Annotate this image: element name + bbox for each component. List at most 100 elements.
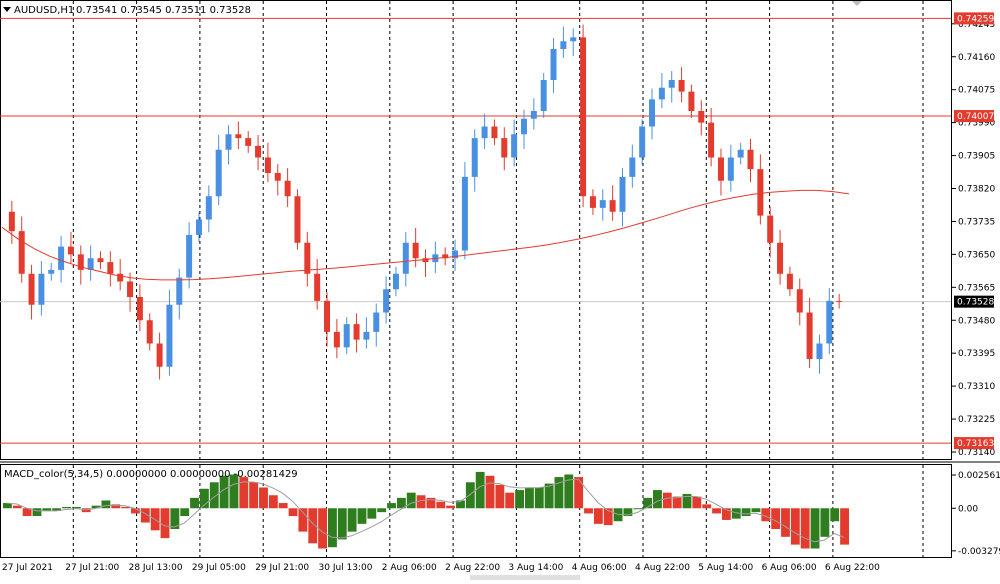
time-axis-label: 28 Jul 13:00 (129, 563, 183, 573)
bull-candle (215, 149, 222, 197)
macd-bar (593, 508, 603, 524)
bull-candle (225, 134, 232, 150)
current-price-label: 0.73528 (957, 298, 994, 308)
time-axis-label: 6 Aug 06:00 (762, 563, 817, 573)
bull-candle (668, 80, 675, 88)
macd-bar (140, 508, 150, 523)
macd-bar (564, 474, 574, 509)
macd-bar (416, 495, 426, 509)
time-axis-label: 3 Aug 14:00 (508, 563, 563, 573)
price-tick-label: 0.74075 (958, 86, 995, 96)
bear-candle (127, 281, 134, 297)
macd-bar (249, 482, 259, 509)
macd-bar (741, 508, 751, 517)
macd-bar (259, 487, 268, 509)
time-axis: 27 Jul 2021 27 Jul 21:00 28 Jul 13:00 29 Ju… (2, 563, 880, 573)
bear-candle (806, 312, 813, 359)
macd-bar (229, 474, 239, 509)
macd-bar (456, 500, 465, 509)
bear-candle (255, 145, 262, 158)
macd-bar (544, 483, 554, 509)
bull-candle (58, 246, 65, 270)
macd-bar (712, 508, 721, 514)
macd-bar (761, 508, 771, 522)
time-axis-label: 27 Jul 21:00 (65, 563, 119, 573)
bear-candle (747, 149, 754, 170)
time-axis-label: 6 Aug 22:00 (825, 563, 880, 573)
macd-bar (42, 508, 52, 511)
macd-bar (653, 490, 662, 509)
macd-bar (131, 508, 140, 514)
bull-candle (392, 273, 399, 290)
bear-candle (353, 324, 360, 340)
symbol-label: AUDUSD,H1 (14, 5, 74, 16)
price-tick-label: 0.73650 (958, 250, 995, 260)
macd-bar (662, 492, 672, 509)
bull-candle (629, 157, 636, 177)
macd-bar (820, 508, 830, 537)
macd-bar (239, 477, 249, 509)
price-tick-label: 0.73990 (958, 119, 995, 129)
macd-bar (396, 497, 406, 509)
macd-tick-label: 0.0025619 (958, 471, 1000, 481)
bull-candle (530, 111, 537, 119)
macd-bar (91, 505, 101, 509)
macd-bar (426, 497, 436, 509)
price-tick-label: 0.73820 (958, 185, 995, 195)
bear-candle (589, 196, 596, 208)
macd-bar (800, 508, 810, 549)
bear-candle (314, 273, 321, 301)
macd-bar (406, 492, 416, 509)
bull-candle (599, 200, 606, 208)
scroll-marker-icon[interactable] (852, 1, 862, 6)
bear-candle (77, 254, 84, 270)
macd-bar (22, 508, 32, 517)
bull-candle (461, 176, 468, 251)
bear-candle (501, 138, 508, 158)
macd-bar (613, 508, 623, 522)
macd-label: MACD_color(5,34,5) 0.00000000 0.00000000… (4, 469, 298, 480)
bull-candle (570, 37, 577, 42)
moving-average-line (1, 189, 850, 281)
bear-candle (156, 343, 163, 367)
bull-candle (826, 300, 833, 344)
chevron-down-icon[interactable] (3, 7, 11, 12)
price-tick-label: 0.73225 (958, 415, 995, 425)
bull-candle (727, 157, 734, 181)
macd-bar (436, 501, 446, 509)
bear-candle (136, 297, 143, 321)
bear-candle (18, 231, 25, 274)
macd-bar (347, 508, 357, 532)
macd-bar (692, 496, 702, 509)
macd-tick-label: -0.003279 (958, 547, 1000, 557)
macd-bar (505, 492, 515, 509)
bull-candle (520, 118, 527, 135)
bear-candle (324, 300, 331, 332)
time-scroll-handle[interactable] (470, 575, 580, 580)
macd-bar (731, 508, 741, 519)
bear-candle (609, 200, 616, 212)
macd-signal-line (6, 478, 845, 543)
bull-candle (560, 41, 567, 49)
bear-candle (235, 134, 242, 139)
macd-axis: 0.0025619 0.00 -0.003279 (952, 471, 1000, 557)
bull-candle (737, 149, 744, 158)
macd-bar (840, 508, 849, 545)
bull-candle (658, 87, 665, 100)
bear-candle (698, 111, 705, 123)
macd-bar (643, 497, 653, 509)
macd-bar (121, 506, 131, 509)
bull-candle (205, 196, 212, 220)
macd-bar (328, 508, 337, 548)
time-axis-label: 27 Jul 2021 (2, 563, 53, 573)
current-price-box (954, 295, 994, 308)
macd-bar (475, 471, 485, 509)
macd-bar (12, 505, 22, 509)
macd-bar (180, 508, 190, 517)
macd-bar (377, 508, 387, 513)
bull-candle (343, 324, 350, 348)
bear-candle (836, 300, 843, 302)
bear-candle (28, 273, 35, 305)
